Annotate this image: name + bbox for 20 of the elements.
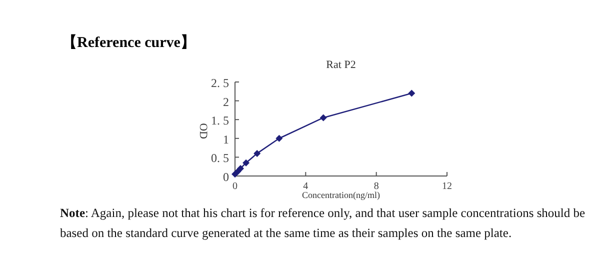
x-axis-title: Concentration(ng/ml) <box>302 190 380 200</box>
y-tick-label: 0. 5 <box>211 151 229 166</box>
point <box>237 164 244 172</box>
y-axis-title: OD <box>197 123 209 139</box>
point <box>320 114 327 122</box>
y-tick-label: 1 <box>223 132 229 146</box>
point <box>276 134 283 142</box>
text: 【Reference curve】 <box>62 34 196 51</box>
point <box>254 150 261 157</box>
x-tick-label: 8 <box>374 181 379 192</box>
x-tick-label: 12 <box>442 181 452 192</box>
x-tick-label: 0 <box>232 181 238 192</box>
y-tick-label: 2. 5 <box>211 76 229 90</box>
text: Note: Again, please not that his chart is for reference only, and that user sample concentrations should be based on the standard curve generated at the same time as their samples on the same plate. <box>60 206 586 240</box>
chart-title: Rat P2 <box>326 59 356 71</box>
point <box>408 90 416 97</box>
x-tick-label: 4 <box>303 181 308 192</box>
point <box>242 159 250 166</box>
y-tick-label: 2 <box>223 94 229 109</box>
y-tick-label: 1. 5 <box>211 114 229 128</box>
